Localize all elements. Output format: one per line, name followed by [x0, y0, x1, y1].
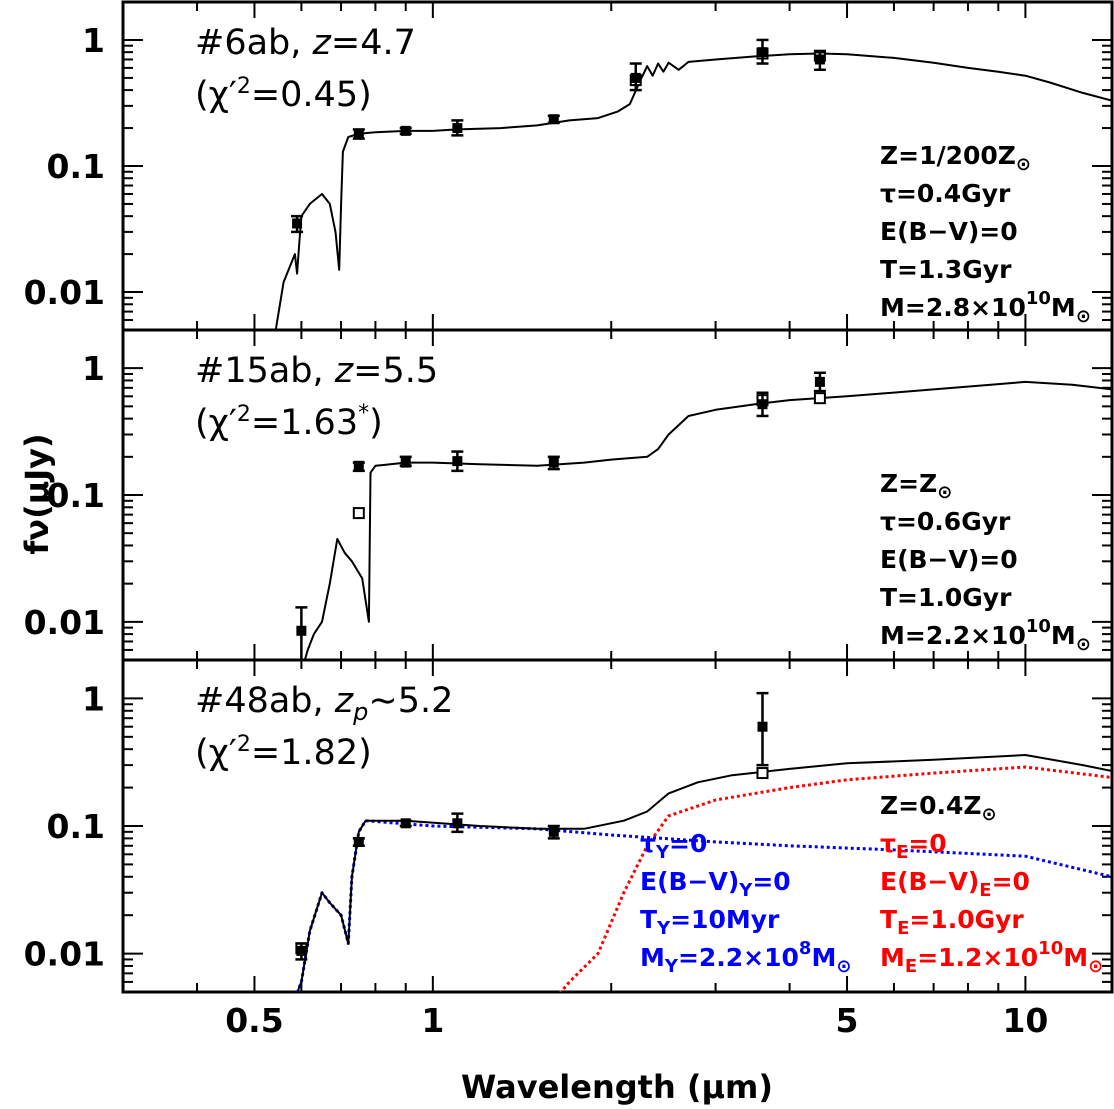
observed-flux-point [548, 826, 559, 837]
observed-flux-point [548, 114, 559, 125]
fit-parameter: MY=2.2×108M⊙ [640, 938, 851, 977]
fit-parameter: ME=1.2×1010M⊙ [880, 938, 1103, 977]
x-tick-label: 0.5 [225, 1001, 283, 1040]
fit-parameter: T=1.3Gyr [880, 255, 1012, 284]
x-axis-label: Wavelength (μm) [461, 1068, 773, 1106]
panel-chi-label: (χ′2=0.45) [195, 74, 372, 115]
y-tick-label: 0.01 [24, 273, 105, 312]
fit-parameter: Z=0.4Z⊙ [880, 791, 997, 825]
observed-flux-point [400, 457, 411, 468]
best-fit-model-line [303, 380, 1112, 660]
fit-parameter: M=2.2×1010M⊙ [880, 616, 1091, 655]
fit-parameter: M=2.8×1010M⊙ [880, 288, 1091, 327]
fit-parameter: E(B−V)=0 [880, 545, 1018, 574]
panel-15ab: 1 0.1 0.01 #15ab, z=5.5 (χ′2=1.63*) Z=Z⊙ τ=0.6… [24, 328, 1114, 662]
y-tick-label: 0.01 [24, 935, 105, 974]
best-fit-model-line [296, 754, 1112, 992]
fit-parameter: τE=0 [880, 829, 947, 863]
y-tick-label: 1 [82, 679, 105, 718]
fit-parameter: Z=Z⊙ [880, 469, 952, 503]
panel-6ab: 1 0.1 0.01 #6ab, z=4.7 (χ′2=0.45) Z=1/200Z⊙ τ=… [24, 0, 1114, 332]
model-flux-point [813, 392, 826, 405]
model-flux-point [756, 767, 769, 780]
x-tick-label: 10 [1002, 1001, 1048, 1040]
model-flux-point [352, 507, 365, 520]
observed-flux-point [452, 456, 463, 467]
fit-parameter: TE=1.0Gyr [880, 905, 1024, 939]
observed-flux-point [452, 818, 463, 829]
x-tick-label: 5 [836, 1001, 859, 1040]
best-fit-model-line [274, 52, 1112, 330]
observed-flux-point [452, 123, 463, 134]
observed-flux-point [757, 721, 768, 732]
x-tick-label: 1 [421, 1001, 444, 1040]
fit-parameter: E(B−V)E=0 [880, 867, 1030, 901]
fit-parameter: E(B−V)=0 [880, 217, 1018, 246]
y-tick-label: 0.1 [47, 807, 105, 846]
fit-parameter: τ=0.4Gyr [880, 179, 1011, 208]
panel-object-label: #48ab, zp∼5.2 [195, 681, 453, 726]
y-tick-label: 0.1 [47, 147, 105, 186]
observed-flux-point [353, 128, 364, 139]
observed-flux-point [548, 457, 559, 468]
y-axis-label: fν(μJy) [18, 433, 56, 554]
y-tick-label: 0.1 [47, 476, 105, 515]
y-tick-label: 0.01 [24, 603, 105, 642]
fit-parameter: E(B−V)Y=0 [640, 867, 791, 901]
observed-flux-point [292, 218, 303, 229]
panel-object-label: #15ab, z=5.5 [195, 351, 438, 391]
observed-flux-point [353, 460, 364, 471]
panel-curves [274, 38, 1112, 330]
fit-parameter: τ=0.6Gyr [880, 507, 1011, 536]
panel-curves [295, 691, 1112, 992]
observed-flux-point [757, 399, 768, 410]
old-population-model-line [558, 765, 1112, 992]
observed-flux-point [353, 836, 364, 847]
observed-flux-point [757, 47, 768, 58]
panel-chi-label: (χ′2=1.63*) [195, 401, 383, 443]
y-tick-label: 1 [82, 21, 105, 60]
panel-chi-label: (χ′2=1.82) [195, 732, 372, 773]
observed-flux-point [296, 625, 307, 636]
panel-curves [295, 371, 1112, 660]
panel-object-label: #6ab, z=4.7 [195, 23, 416, 63]
fit-parameter: τY=0 [640, 829, 707, 863]
observed-flux-point [814, 54, 825, 65]
observed-flux-point [296, 945, 307, 956]
fit-parameter: TY=10Myr [640, 905, 780, 939]
observed-flux-point [814, 376, 825, 387]
fit-parameter: T=1.0Gyr [880, 583, 1012, 612]
fit-parameter: Z=1/200Z⊙ [880, 141, 1031, 175]
observed-flux-point [400, 818, 411, 829]
y-tick-label: 1 [82, 349, 105, 388]
observed-flux-point [630, 72, 641, 83]
panel-48ab: 1 0.1 0.01 #48ab, zp∼5.2 (χ′2=1.82) τY=0 E(B−V… [24, 658, 1114, 994]
observed-flux-point [400, 125, 411, 136]
